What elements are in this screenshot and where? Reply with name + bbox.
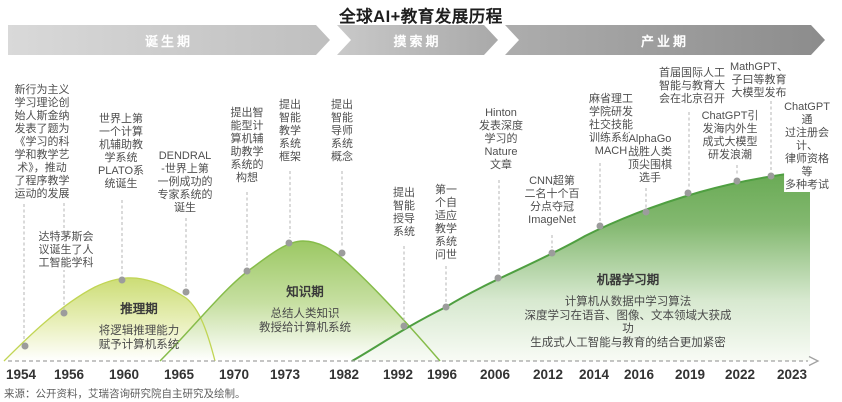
axis-year-2019: 2019: [674, 367, 706, 382]
milestone-dot: [596, 222, 604, 230]
period-machine-learning-desc: 计算机从数据中学习算法 深度学习在语音、图像、文本领域大获成功 生成式人工智能与…: [524, 296, 732, 349]
axis-year-1965: 1965: [163, 367, 195, 382]
page-title: 全球AI+教育发展历程: [339, 8, 503, 26]
milestone-1970-annotation: 提出智 能型计 算机辅 助教学 系统的 构想: [230, 107, 264, 185]
milestone-dot: [338, 249, 346, 257]
milestone-2016-annotation: AlphaGo 战胜人类 顶尖围棋 选手: [628, 133, 672, 185]
axis-year-1954: 1954: [5, 367, 37, 382]
phase-band-exploration: 摸索期: [337, 25, 498, 55]
milestone-dot: [243, 267, 251, 275]
milestone-dot: [684, 189, 692, 197]
curve-knowledge-edge: [159, 240, 441, 362]
axis-year-1973: 1973: [269, 367, 301, 382]
milestone-1973-annotation: 提出 智能 教学 系统 框架: [279, 99, 301, 164]
curve-ml-edge: [351, 170, 811, 362]
milestone-dot: [642, 208, 650, 216]
milestone-dot: [548, 249, 556, 257]
axis-year-2012: 2012: [532, 367, 564, 382]
milestone-2014-annotation: 麻省理工 学院研发 社交技能 训练系统 MACH: [589, 93, 633, 158]
source-note: 来源：公开资料，艾瑞咨询研究院自主研究及绘制。: [4, 388, 246, 400]
axis-year-1996: 1996: [426, 367, 458, 382]
axis-year-1960: 1960: [108, 367, 140, 382]
milestone-markers: [21, 101, 805, 350]
period-reasoning-name: 推理期: [120, 302, 158, 316]
milestone-2022-annotation: ChatGPT引 发海内外生 成式大模型 研发浪潮: [701, 110, 759, 162]
axis-year-2023: 2023: [776, 367, 808, 382]
axis-year-1992: 1992: [382, 367, 414, 382]
milestone-dot: [767, 172, 775, 180]
milestone-1956-annotation: 达特茅斯会 议诞生了人 工智能学科: [38, 231, 94, 270]
milestone-1992-annotation: 提出 智能 授导 系统: [393, 187, 415, 239]
phase-label-birth: 诞生期: [144, 33, 193, 49]
milestone-1954-annotation: 新行为主义 学习理论创 始人斯金纳 发表了题为 《学习的科 学和教学艺 术》，推…: [14, 84, 70, 201]
milestone-dot: [400, 322, 408, 330]
milestone-dot: [442, 303, 450, 311]
milestone-1996-annotation: 第一 个自 适应 教学 系统 问世: [435, 184, 457, 262]
period-machine-learning-name: 机器学习期: [596, 273, 660, 287]
period-reasoning-desc: 将逻辑推理能力 赋予计算机系统: [98, 325, 180, 351]
milestone-1965-annotation: DENDRAL -世界上第 一例成功的 专家系统的 诞生: [157, 150, 213, 215]
period-machine-learning: 机器学习期 计算机从数据中学习算法 深度学习在语音、图像、文本领域大获成功 生成…: [521, 269, 735, 350]
milestone-dot: [21, 342, 29, 350]
milestone-dot: [494, 274, 502, 282]
milestone-dot: [733, 177, 741, 185]
milestone-1960-annotation: 世界上第 一个计算 机辅助教 学系统 PLATO系 统诞生: [97, 113, 145, 191]
phase-label-industry: 产业期: [640, 33, 689, 49]
phase-band-birth: 诞生期: [8, 25, 330, 55]
milestone-dot: [118, 276, 126, 284]
milestone-dot: [60, 309, 68, 317]
axis-year-2014: 2014: [578, 367, 610, 382]
curve-knowledge-fill: [160, 241, 440, 361]
milestone-1982-annotation: 提出 智能 导师 系统 概念: [331, 99, 353, 164]
curve-ml-fill: [352, 171, 810, 361]
milestone-2019-annotation: 首届国际人工 智能与教育大 会在北京召开: [659, 67, 725, 106]
curve-reasoning-edge: [3, 277, 216, 362]
axis-year-2016: 2016: [623, 367, 655, 382]
period-reasoning: 推理期 将逻辑推理能力 赋予计算机系统: [99, 298, 180, 352]
curve-reasoning-fill: [4, 277, 215, 361]
period-knowledge-name: 知识期: [286, 285, 324, 299]
axis-year-1982: 1982: [328, 367, 360, 382]
milestone-dot: [182, 288, 190, 296]
axis-year-2006: 2006: [479, 367, 511, 382]
period-knowledge-desc: 总结人类知识 教授给计算机系统: [259, 308, 351, 334]
period-knowledge: 知识期 总结人类知识 教授给计算机系统: [259, 281, 351, 335]
axis-year-1956: 1956: [53, 367, 85, 382]
milestone-2023-annotation: MathGPT、 子曰等教育 大模型发布: [729, 61, 789, 100]
phase-label-exploration: 摸索期: [393, 33, 442, 49]
milestone-2023-annotation: ChatGPT通 过注册会计、 律师资格等 多种考试: [784, 101, 830, 192]
milestone-2006-annotation: Hinton 发表深度 学习的 Nature 文章: [479, 107, 523, 172]
axis-year-1970: 1970: [218, 367, 250, 382]
axis-arrow-icon: [808, 355, 820, 367]
axis-year-2022: 2022: [724, 367, 756, 382]
milestone-2012-annotation: CNN超第 二名十个百 分点夺冠 ImageNet: [524, 175, 580, 227]
phase-band-industry: 产业期: [505, 25, 825, 55]
milestone-dot: [285, 239, 293, 247]
